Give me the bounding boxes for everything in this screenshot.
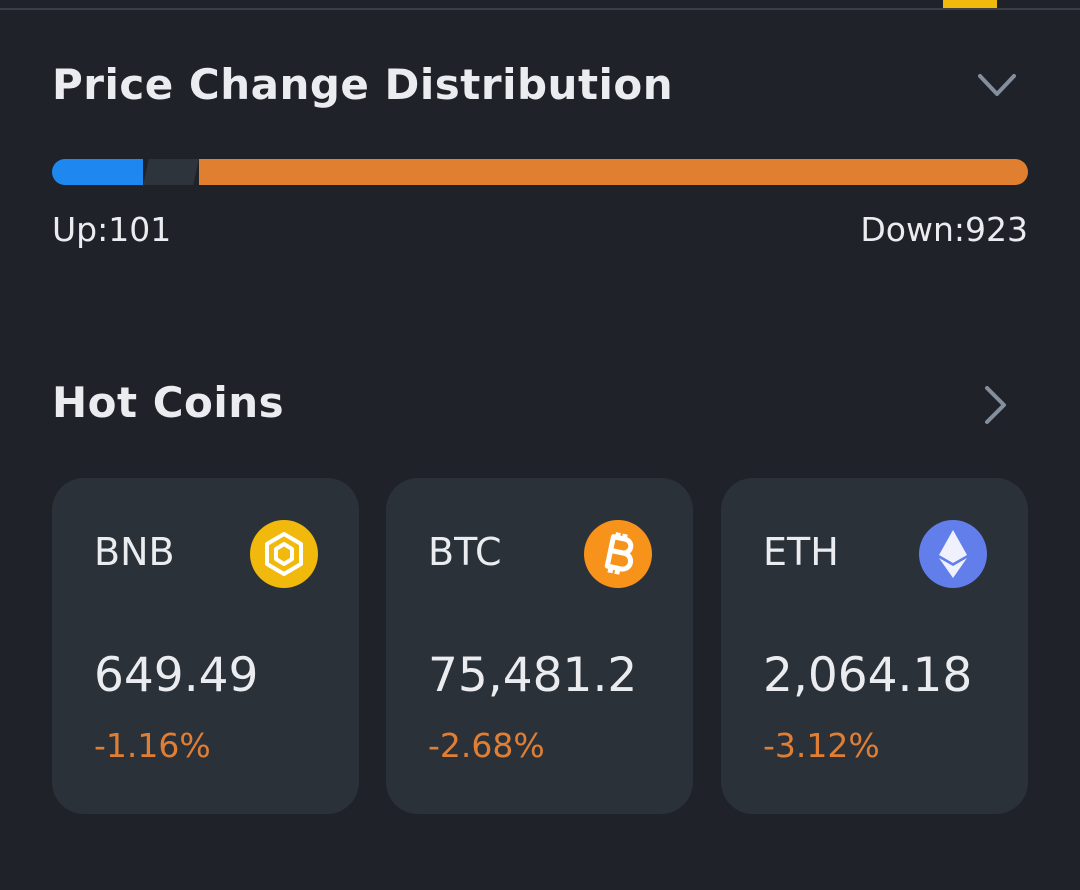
- neutral-gap: [142, 159, 199, 185]
- coin-card[interactable]: BNB 649.49 -1.16%: [52, 478, 359, 814]
- up-count: Up:101: [52, 210, 171, 249]
- up-segment: [52, 159, 143, 185]
- collapse-toggle[interactable]: [976, 70, 1018, 100]
- coin-name: BTC: [428, 530, 502, 574]
- coin-icon: [919, 520, 987, 588]
- up-value: 101: [108, 210, 172, 249]
- coin-price: 75,481.2: [428, 648, 638, 703]
- section-title: Price Change Distribution: [52, 60, 674, 109]
- tab-indicator: [943, 0, 997, 8]
- up-label: Up:: [52, 210, 109, 249]
- coin-price: 649.49: [94, 648, 259, 703]
- coin-name: ETH: [763, 530, 839, 574]
- more-arrow[interactable]: [980, 384, 1010, 426]
- coin-icon: [584, 520, 652, 588]
- coin-change: -3.12%: [763, 726, 880, 765]
- top-divider: [0, 8, 1080, 10]
- down-count: Down:923: [860, 210, 1028, 249]
- coin-card[interactable]: BTC 75,481.2 -2.68%: [386, 478, 693, 814]
- coin-change: -1.16%: [94, 726, 211, 765]
- coin-price: 2,064.18: [763, 648, 973, 703]
- coin-name: BNB: [94, 530, 175, 574]
- coin-change: -2.68%: [428, 726, 545, 765]
- coin-card[interactable]: ETH 2,064.18 -3.12%: [721, 478, 1028, 814]
- distribution-bar: [52, 159, 1029, 185]
- coin-icon: [250, 520, 318, 588]
- section-title: Hot Coins: [52, 378, 285, 427]
- down-label: Down:: [860, 210, 965, 249]
- down-segment: [198, 159, 1029, 185]
- down-value: 923: [965, 210, 1028, 249]
